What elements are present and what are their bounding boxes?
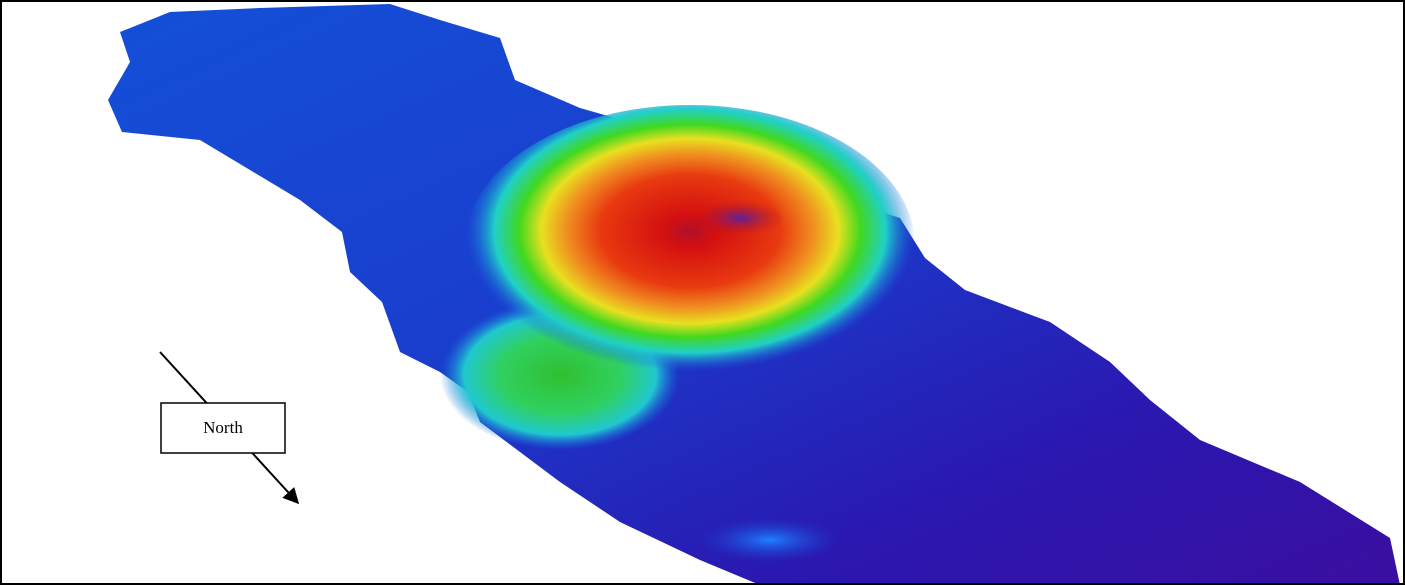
bathymetry-view: North xyxy=(0,0,1405,585)
summit-depression xyxy=(695,200,785,236)
seamount xyxy=(465,105,915,385)
seafloor-dip xyxy=(700,518,840,562)
north-label: North xyxy=(203,418,243,437)
